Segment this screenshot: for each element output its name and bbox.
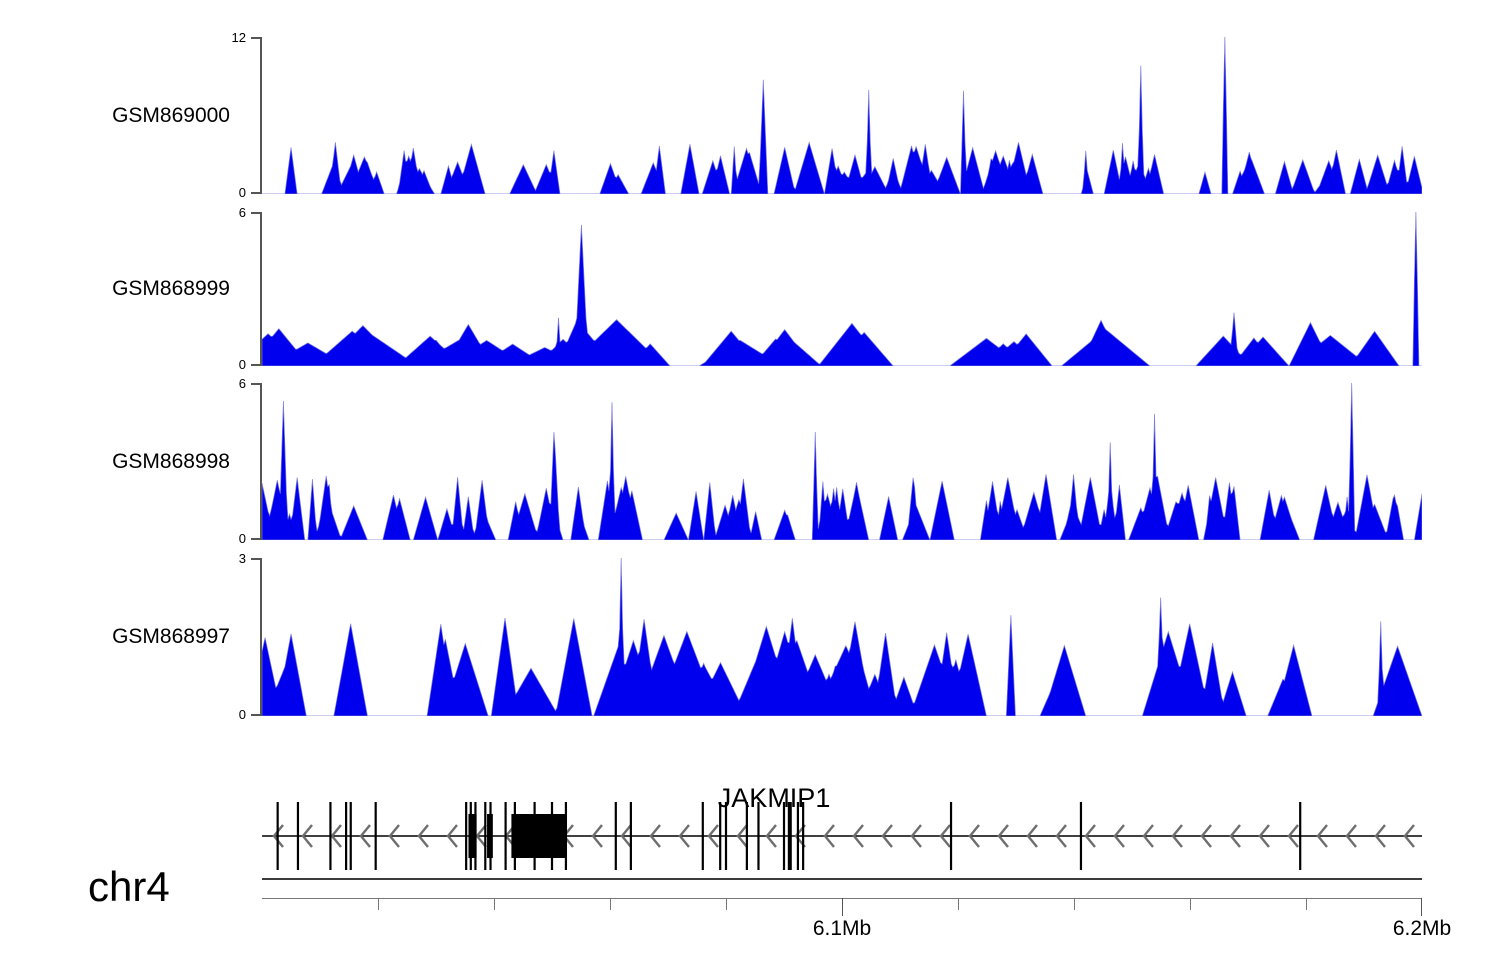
strand-arrow-icon bbox=[1287, 824, 1299, 848]
coverage-plot-area[interactable] bbox=[262, 383, 1422, 540]
coverage-area-svg bbox=[262, 37, 1422, 194]
strand-arrow-icon bbox=[1229, 824, 1241, 848]
track-label-gsm868997: GSM868997 bbox=[112, 625, 230, 648]
strand-arrow-icon bbox=[881, 824, 893, 848]
track-label-gsm869000: GSM869000 bbox=[112, 103, 230, 127]
ruler-top-line bbox=[262, 878, 1422, 880]
y-axis-tick-top bbox=[251, 383, 260, 385]
coverage-plot-area[interactable] bbox=[262, 212, 1422, 366]
coverage-plot-area[interactable] bbox=[262, 558, 1422, 716]
strand-arrow-icon bbox=[939, 824, 951, 848]
strand-arrow-icon bbox=[591, 824, 603, 848]
coverage-track[interactable]: GSM868999 6 0 bbox=[0, 206, 1500, 371]
ruler-minor-tick bbox=[1190, 898, 1191, 910]
strand-arrow-icon bbox=[736, 824, 748, 848]
y-axis-line bbox=[260, 558, 262, 716]
y-axis-line bbox=[260, 37, 262, 194]
strand-arrow-icon bbox=[620, 824, 632, 848]
strand-arrow-icon bbox=[1084, 824, 1096, 848]
strand-arrow-icon bbox=[272, 824, 284, 848]
coverage-track[interactable]: GSM869000 12 0 bbox=[0, 31, 1500, 199]
strand-arrow-icon bbox=[852, 824, 864, 848]
gene-annotation-track[interactable]: JAKMIP1 bbox=[262, 785, 1422, 870]
strand-arrow-icon bbox=[1374, 824, 1386, 848]
y-axis-label-bottom: 0 bbox=[238, 357, 246, 372]
strand-arrow-icon bbox=[1200, 824, 1212, 848]
ruler-minor-tick bbox=[958, 898, 959, 910]
strand-arrow-icon bbox=[765, 824, 777, 848]
strand-arrow-icon bbox=[417, 824, 429, 848]
strand-arrow-icon bbox=[968, 824, 980, 848]
coverage-area-svg bbox=[262, 212, 1422, 366]
strand-arrow-icon bbox=[1345, 824, 1357, 848]
ruler-minor-tick bbox=[1306, 898, 1307, 910]
gene-name-label: JAKMIP1 bbox=[717, 783, 831, 813]
y-axis-tick-bottom bbox=[251, 714, 260, 716]
ruler-major-tick bbox=[1421, 898, 1422, 916]
strand-arrow-icon bbox=[1316, 824, 1328, 848]
strand-arrow-icon bbox=[301, 824, 313, 848]
coverage-track[interactable]: GSM868997 3 0 bbox=[0, 552, 1500, 721]
coverage-area-svg bbox=[262, 558, 1422, 716]
strand-arrow-icon bbox=[997, 824, 1009, 848]
strand-arrow-icon bbox=[823, 824, 835, 848]
y-axis-label-top: 3 bbox=[238, 551, 246, 566]
strand-arrow-icon bbox=[794, 824, 806, 848]
strand-arrow-icon bbox=[1258, 824, 1270, 848]
y-axis-tick-bottom bbox=[251, 192, 260, 194]
strand-arrow-icon bbox=[1403, 824, 1415, 848]
y-axis-label-bottom: 0 bbox=[238, 707, 246, 722]
strand-arrow-icon bbox=[910, 824, 922, 848]
strand-arrow-icon bbox=[1171, 824, 1183, 848]
y-axis-label-top: 12 bbox=[231, 30, 246, 45]
strand-arrow-icon bbox=[1142, 824, 1154, 848]
strand-arrow-icon bbox=[388, 824, 400, 848]
strand-arrow-icon bbox=[359, 824, 371, 848]
y-axis-tick-top bbox=[251, 558, 260, 560]
genomic-coordinate-ruler[interactable]: 6.1Mb 6.2Mb bbox=[262, 878, 1451, 948]
coverage-plot-area[interactable] bbox=[262, 37, 1422, 194]
strand-arrow-icon bbox=[475, 824, 487, 848]
strand-arrow-icon bbox=[1055, 824, 1067, 848]
exon-block bbox=[468, 814, 477, 858]
exon-block bbox=[511, 814, 566, 858]
ruler-minor-tick bbox=[610, 898, 611, 910]
y-axis-line bbox=[260, 212, 262, 366]
track-label-gsm868998: GSM868998 bbox=[112, 449, 230, 473]
chromosome-label: chr4 bbox=[88, 863, 170, 910]
coverage-area-svg bbox=[262, 383, 1422, 540]
gene-model-svg bbox=[262, 802, 1422, 870]
ruler-minor-tick bbox=[726, 898, 727, 910]
ruler-minor-tick bbox=[494, 898, 495, 910]
ruler-label: 6.2Mb bbox=[1392, 917, 1452, 940]
ruler-major-tick bbox=[842, 898, 843, 916]
y-axis-label-top: 6 bbox=[238, 205, 246, 220]
ruler-minor-tick bbox=[1074, 898, 1075, 910]
track-label-gsm868999: GSM868999 bbox=[112, 277, 230, 300]
y-axis-tick-top bbox=[251, 212, 260, 214]
y-axis-tick-bottom bbox=[251, 364, 260, 366]
y-axis-label-top: 6 bbox=[238, 376, 246, 391]
y-axis-line bbox=[260, 383, 262, 540]
strand-arrow-icon bbox=[678, 824, 690, 848]
coverage-track[interactable]: GSM868998 6 0 bbox=[0, 377, 1500, 545]
strand-arrow-icon bbox=[446, 824, 458, 848]
strand-arrow-icon bbox=[1026, 824, 1038, 848]
strand-arrow-icon bbox=[649, 824, 661, 848]
strand-arrow-icon bbox=[330, 824, 342, 848]
ruler-minor-tick bbox=[378, 898, 379, 910]
exon-block bbox=[487, 814, 493, 858]
strand-arrow-icon bbox=[707, 824, 719, 848]
y-axis-label-bottom: 0 bbox=[238, 531, 246, 546]
y-axis-label-bottom: 0 bbox=[238, 185, 246, 200]
strand-arrow-icon bbox=[1113, 824, 1125, 848]
y-axis-tick-top bbox=[251, 37, 260, 39]
ruler-label: 6.1Mb bbox=[812, 917, 872, 940]
y-axis-tick-bottom bbox=[251, 538, 260, 540]
